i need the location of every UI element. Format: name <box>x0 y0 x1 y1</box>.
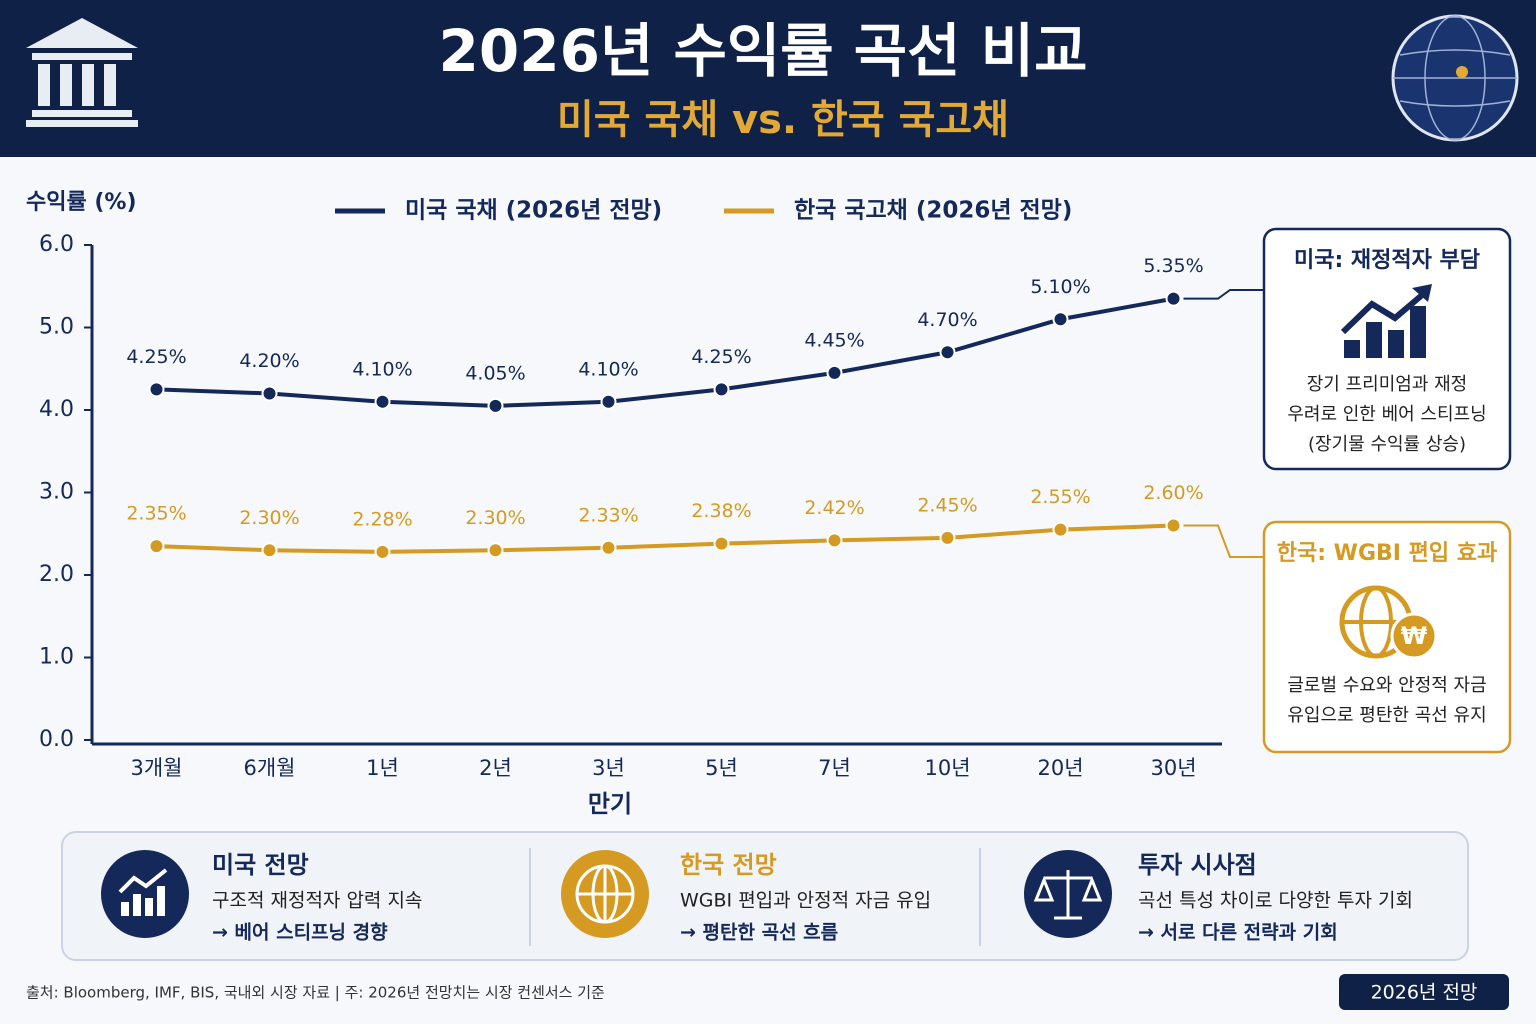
data-label: 4.10% <box>352 358 412 380</box>
summary-conclusion: → 평탄한 곡선 흐름 <box>680 922 838 944</box>
header-band <box>0 0 1536 157</box>
callout-connector <box>1183 289 1264 300</box>
legend-label: 미국 국채 (2026년 전망) <box>405 198 662 224</box>
footer-badge-text: 2026년 전망 <box>1371 982 1478 1004</box>
y-tick-label: 0.0 <box>39 727 74 752</box>
callout-title: 한국: WGBI 편입 효과 <box>1277 541 1498 566</box>
x-tick-label: 30년 <box>1150 756 1196 780</box>
globe-icon <box>1391 14 1519 142</box>
series-line <box>156 296 1174 408</box>
data-label: 2.45% <box>917 494 977 516</box>
x-tick-label: 10년 <box>924 756 970 780</box>
x-tick-label: 3개월 <box>130 756 182 780</box>
y-tick-label: 3.0 <box>39 480 74 505</box>
callout-title: 미국: 재정적자 부담 <box>1294 248 1480 273</box>
data-point <box>1165 517 1182 534</box>
svg-text:₩: ₩ <box>1401 622 1428 650</box>
data-label: 2.35% <box>126 503 186 525</box>
summary-text: 구조적 재정적자 압력 지속 <box>212 890 422 912</box>
data-label: 4.45% <box>804 329 864 351</box>
summary-conclusion: → 서로 다른 전략과 기회 <box>1138 922 1338 944</box>
data-point <box>487 397 504 414</box>
data-point <box>261 385 278 402</box>
data-label: 2.30% <box>239 507 299 529</box>
series-line <box>156 523 1174 554</box>
summary-text: WGBI 편입과 안정적 자금 유입 <box>680 890 931 912</box>
x-tick-label: 5년 <box>705 756 738 780</box>
data-point <box>148 538 165 555</box>
data-label: 5.10% <box>1030 276 1090 298</box>
summary-icon <box>101 850 189 938</box>
data-label: 2.38% <box>691 500 751 522</box>
callout-text: 글로벌 수요와 안정적 자금 <box>1287 675 1486 696</box>
data-point <box>826 532 843 549</box>
footer-badge <box>1339 974 1509 1010</box>
title: 2026년 수익률 곡선 비교 <box>439 17 1088 85</box>
globe-won-icon: ₩ <box>1339 585 1438 660</box>
data-point <box>713 381 730 398</box>
callout-connector <box>1183 524 1264 558</box>
callout-box <box>1262 227 1512 471</box>
summary-conclusion: → 베어 스티프닝 경향 <box>212 922 388 944</box>
data-point <box>600 393 617 410</box>
data-point <box>374 543 391 560</box>
data-point <box>148 381 165 398</box>
data-point <box>713 535 730 552</box>
data-point <box>939 344 956 361</box>
summary-title: 투자 시사점 <box>1138 851 1257 879</box>
y-tick-label: 4.0 <box>39 397 74 422</box>
data-point <box>261 542 278 559</box>
data-label: 2.30% <box>465 507 525 529</box>
data-point <box>939 529 956 546</box>
data-point <box>487 542 504 559</box>
data-point <box>374 393 391 410</box>
summary-title: 한국 전망 <box>680 851 777 879</box>
data-label: 4.05% <box>465 362 525 384</box>
data-point <box>600 539 617 556</box>
data-label: 2.42% <box>804 497 864 519</box>
data-point <box>1052 311 1069 328</box>
data-label: 2.55% <box>1030 486 1090 508</box>
x-tick-label: 6개월 <box>243 756 295 780</box>
y-tick-label: 5.0 <box>39 315 74 340</box>
bank-icon <box>26 18 138 127</box>
callout-text: (장기물 수익률 상승) <box>1308 434 1466 455</box>
data-point <box>826 364 843 381</box>
subtitle: 미국 국채 vs. 한국 국고채 <box>557 97 1009 143</box>
data-label: 4.70% <box>917 309 977 331</box>
callout-text: 유입으로 평탄한 곡선 유지 <box>1287 705 1486 726</box>
x-tick-label: 20년 <box>1037 756 1083 780</box>
summary-panel <box>61 831 1469 961</box>
x-tick-label: 3년 <box>592 756 625 780</box>
x-tick-label: 7년 <box>818 756 851 780</box>
data-label: 4.10% <box>578 358 638 380</box>
data-label: 2.33% <box>578 504 638 526</box>
x-tick-label: 1년 <box>366 756 399 780</box>
callout-text: 장기 프리미엄과 재정 <box>1307 374 1467 395</box>
data-label: 4.20% <box>239 350 299 372</box>
x-axis-label: 만기 <box>588 790 632 818</box>
data-label: 4.25% <box>126 346 186 368</box>
summary-text: 곡선 특성 차이로 다양한 투자 기회 <box>1138 890 1413 912</box>
data-label: 4.25% <box>691 346 751 368</box>
data-point <box>1052 521 1069 538</box>
data-label: 5.35% <box>1143 255 1203 277</box>
y-axis-label: 수익률 (%) <box>26 190 137 215</box>
y-tick-label: 6.0 <box>39 232 74 257</box>
y-tick-label: 1.0 <box>39 645 74 670</box>
legend-label: 한국 국고채 (2026년 전망) <box>794 198 1072 224</box>
x-tick-label: 2년 <box>479 756 512 780</box>
footer-source: 출처: Bloomberg, IMF, BIS, 국내외 시장 자료 | 주: … <box>26 984 605 1002</box>
y-tick-label: 2.0 <box>39 562 74 587</box>
data-label: 2.60% <box>1143 482 1203 504</box>
summary-title: 미국 전망 <box>212 851 309 879</box>
callout-text: 우려로 인한 베어 스티프닝 <box>1287 404 1486 425</box>
growth-icon <box>1340 284 1432 358</box>
data-label: 2.28% <box>352 508 412 530</box>
callout-box <box>1262 520 1512 754</box>
data-point <box>1165 290 1182 307</box>
